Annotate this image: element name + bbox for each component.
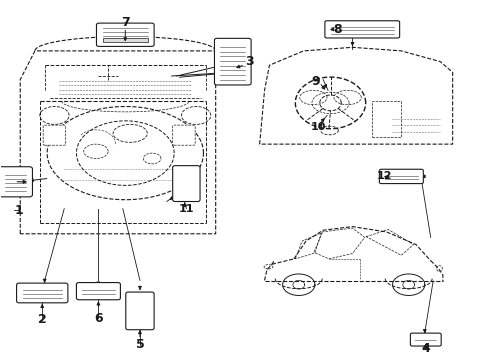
FancyBboxPatch shape — [0, 167, 32, 197]
FancyBboxPatch shape — [411, 333, 441, 346]
FancyBboxPatch shape — [379, 169, 423, 184]
Text: 10: 10 — [311, 122, 326, 132]
FancyBboxPatch shape — [172, 166, 200, 202]
FancyBboxPatch shape — [76, 283, 121, 300]
Text: 11: 11 — [179, 204, 194, 214]
Bar — [372, 101, 401, 137]
Bar — [103, 38, 148, 42]
FancyBboxPatch shape — [215, 39, 251, 85]
FancyBboxPatch shape — [17, 283, 68, 303]
Text: 9: 9 — [312, 75, 320, 88]
Text: 3: 3 — [245, 55, 254, 68]
FancyBboxPatch shape — [325, 21, 400, 38]
Text: 6: 6 — [94, 311, 103, 325]
FancyBboxPatch shape — [97, 23, 154, 46]
Text: 5: 5 — [136, 338, 145, 351]
FancyBboxPatch shape — [126, 292, 154, 330]
Text: 8: 8 — [334, 23, 342, 36]
Text: 2: 2 — [38, 313, 47, 327]
Text: 12: 12 — [376, 171, 392, 181]
Text: 4: 4 — [421, 342, 430, 355]
FancyBboxPatch shape — [172, 125, 195, 145]
Text: 7: 7 — [121, 16, 130, 29]
Text: 1: 1 — [15, 204, 24, 217]
FancyBboxPatch shape — [43, 125, 66, 145]
